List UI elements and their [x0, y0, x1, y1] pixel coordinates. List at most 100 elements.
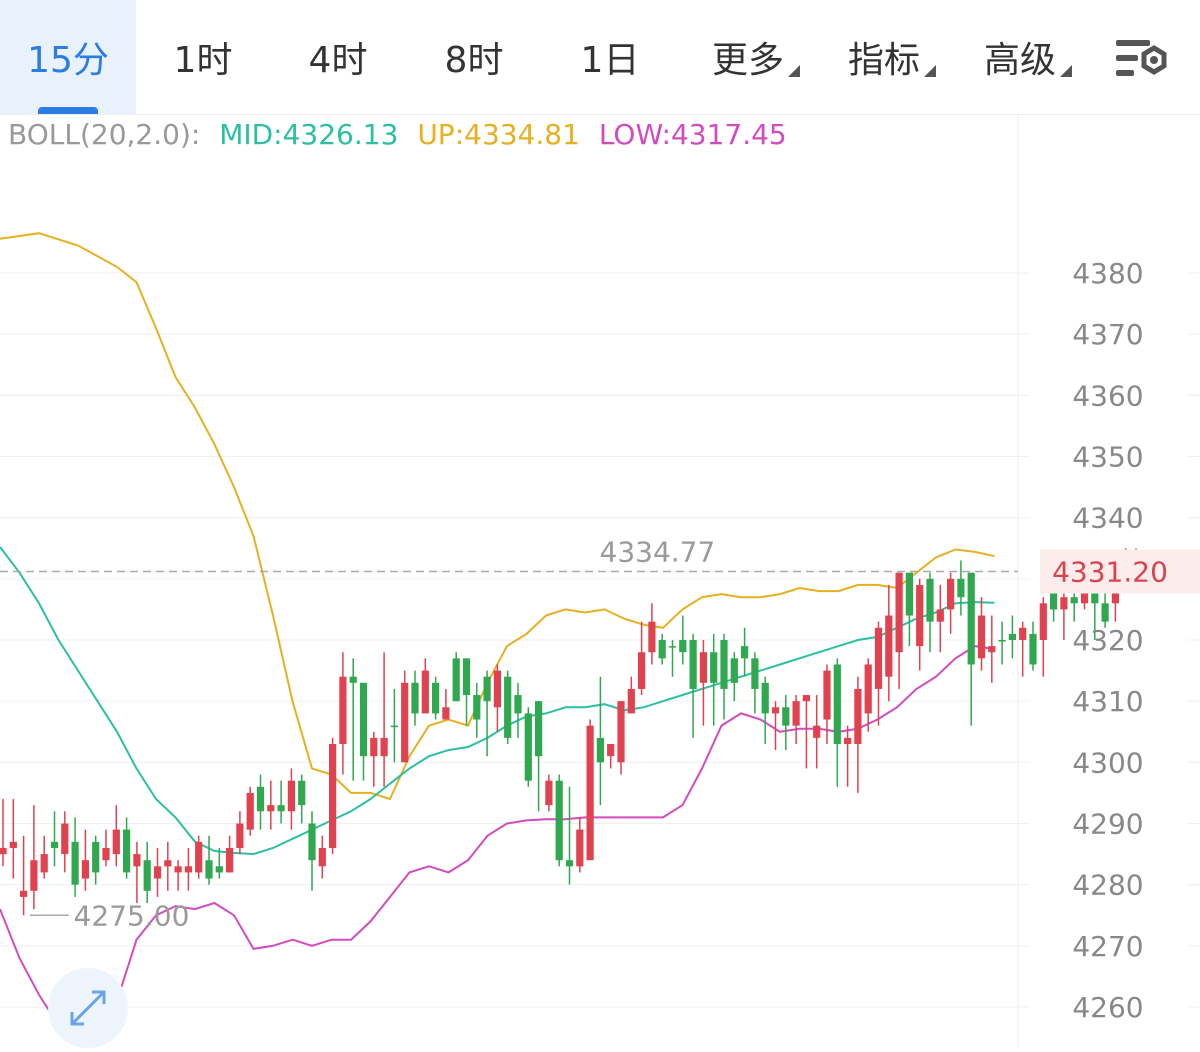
candle-body [833, 664, 841, 744]
candle [916, 578, 924, 671]
tab-label: 1时 [173, 40, 233, 81]
candle [514, 682, 522, 738]
tab-15min[interactable]: 15分 [0, 0, 136, 114]
candle-body [390, 725, 398, 728]
candle-body [1019, 627, 1027, 640]
dropdown-caret-icon [924, 65, 936, 77]
candle [967, 572, 975, 726]
candle-body [998, 640, 1006, 642]
candles [0, 548, 1140, 916]
candle [813, 695, 821, 769]
chart-markers: 4331.20 4334.77 4275.00 [0, 536, 1200, 932]
tab-indicators-dropdown[interactable]: 指标 [816, 0, 952, 114]
candle-body [133, 854, 141, 867]
boll-up-value: UP:4334.81 [417, 118, 580, 151]
candle [957, 560, 965, 616]
candle-body [329, 743, 337, 848]
candle-body [730, 658, 738, 683]
candle-body [988, 646, 996, 653]
candle-body [844, 737, 852, 744]
candle [699, 640, 707, 726]
candle [256, 774, 265, 830]
y-tick-label: 4320 [1072, 624, 1143, 657]
candle-body [112, 829, 120, 855]
candle-body [648, 621, 656, 653]
candle-body [236, 823, 244, 848]
tab-1hour[interactable]: 1时 [136, 0, 270, 114]
tab-1day[interactable]: 1日 [542, 0, 678, 114]
candle-body [246, 792, 254, 830]
candle [638, 621, 646, 696]
candle [226, 835, 234, 873]
candle-body [81, 860, 89, 879]
candle [61, 811, 69, 873]
interval-tab-bar: 15分 1时 4时 8时 1日 更多 指标 高级 [0, 0, 1200, 115]
candle-body [854, 688, 862, 744]
candle [1008, 615, 1016, 659]
candle-body [40, 854, 48, 873]
candle [71, 817, 79, 897]
candle [854, 676, 862, 793]
candle [153, 847, 162, 897]
tab-4hour[interactable]: 4时 [270, 0, 406, 114]
candle-body [123, 829, 131, 873]
candle [318, 835, 326, 879]
candle-body [699, 652, 707, 683]
candle-body [153, 866, 162, 879]
tab-advanced-dropdown[interactable]: 高级 [952, 0, 1088, 114]
candle [473, 682, 481, 738]
dropdown-caret-icon [788, 65, 800, 77]
candle [432, 676, 440, 720]
candle-body [30, 860, 38, 891]
candle [988, 615, 996, 683]
candle-body [1008, 633, 1016, 640]
candle-body [256, 786, 265, 812]
candle-body [473, 695, 481, 720]
candle-body [627, 688, 635, 714]
y-tick-label: 4280 [1072, 869, 1143, 902]
y-tick-label: 4370 [1072, 318, 1143, 351]
candle-body [442, 707, 450, 720]
candle-body [916, 584, 924, 647]
candle-body [411, 682, 419, 714]
boll-legend: BOLL(20,2.0): MID:4326.13 UP:4334.81 LOW… [8, 118, 797, 151]
tab-more-dropdown[interactable]: 更多 [680, 0, 816, 114]
candle-body [596, 737, 604, 763]
y-tick-label: 4380 [1072, 257, 1143, 290]
candle [184, 847, 192, 891]
candle [668, 640, 677, 677]
candle-body [277, 805, 285, 812]
expand-chart-button[interactable] [48, 968, 128, 1048]
candle-body [50, 841, 59, 848]
y-tick-label: 4310 [1072, 685, 1143, 718]
tab-label: 4时 [308, 40, 368, 81]
candle [1019, 621, 1027, 677]
candle-body [977, 615, 986, 659]
candle-body [349, 676, 357, 683]
current-price-label: 4331.20 [1052, 555, 1168, 588]
candle [483, 670, 491, 757]
active-tab-indicator [38, 107, 98, 114]
candle [143, 841, 151, 904]
candle [761, 676, 769, 744]
candle [411, 670, 419, 726]
chart-settings-icon[interactable] [1112, 34, 1172, 84]
candle-body [751, 658, 759, 689]
tab-8hour[interactable]: 8时 [406, 0, 542, 114]
candle-body [905, 572, 913, 616]
candle [751, 652, 759, 714]
candle-body [720, 640, 728, 689]
candle [998, 621, 1006, 665]
candle [679, 615, 687, 665]
candle [112, 805, 120, 867]
price-axis: 4380 4370 4360 4350 4340 4320 4310 4300 4290 4280… [1072, 257, 1143, 1024]
candle-body [483, 676, 491, 702]
candle-body [1039, 603, 1047, 640]
candle [648, 603, 656, 665]
candle-body [689, 640, 697, 689]
tab-label: 15分 [27, 40, 109, 81]
low-price-label: 4275.00 [74, 899, 190, 932]
candle [504, 670, 512, 744]
candle-body [1070, 597, 1078, 604]
